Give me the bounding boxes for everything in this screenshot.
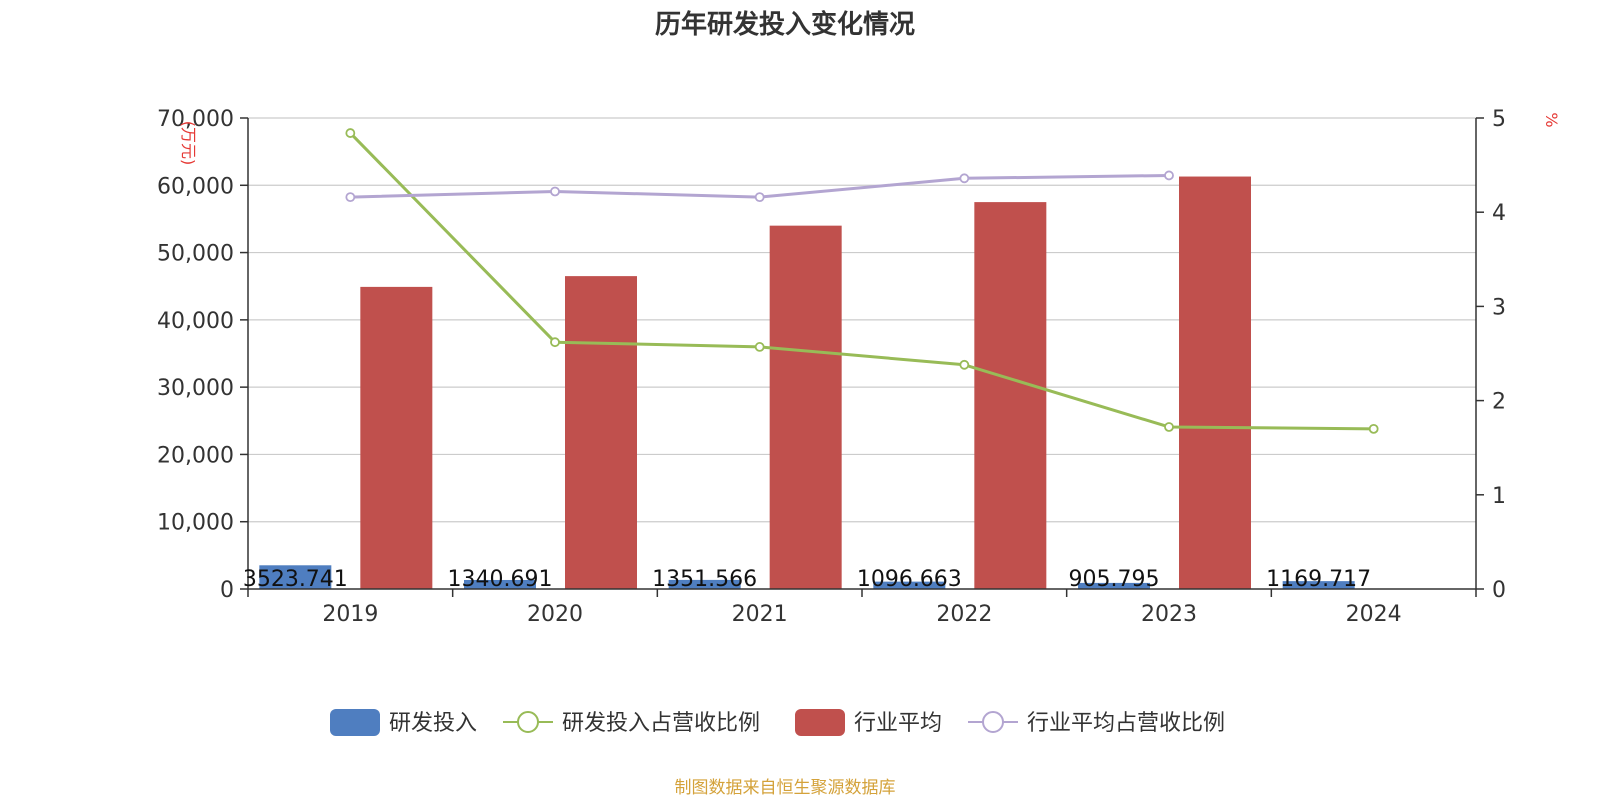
left-axis-tick-label: 60,000 bbox=[157, 174, 234, 199]
left-axis-tick-label: 30,000 bbox=[157, 376, 234, 401]
legend-label: 研发投入占营收比例 bbox=[562, 711, 760, 736]
legend-label: 研发投入 bbox=[389, 711, 477, 736]
line-point bbox=[1164, 170, 1174, 181]
left-axis-unit-label: (万元) bbox=[179, 121, 198, 166]
left-axis-tick-label: 50,000 bbox=[157, 242, 234, 267]
right-axis-tick-label: 2 bbox=[1492, 390, 1506, 415]
left-axis-tick-label: 20,000 bbox=[157, 443, 234, 468]
x-axis-tick-label: 2022 bbox=[936, 602, 992, 627]
left-axis-tick-label: 70,000 bbox=[157, 107, 234, 132]
right-axis-unit-label: % bbox=[1542, 112, 1561, 127]
x-axis-tick-label: 2019 bbox=[322, 602, 378, 627]
legend-swatch-marker bbox=[982, 711, 1004, 733]
right-axis-tick-label: 5 bbox=[1492, 107, 1506, 132]
data-label: 3523.741 bbox=[243, 567, 348, 592]
source-note: 制图数据来自恒生聚源数据库 bbox=[675, 778, 896, 798]
x-axis-tick-label: 2020 bbox=[527, 602, 583, 627]
data-label: 1340.691 bbox=[448, 567, 553, 592]
legend-swatch-marker bbox=[517, 711, 539, 733]
line-point bbox=[754, 342, 765, 352]
data-label: 1096.663 bbox=[857, 567, 962, 592]
line-point bbox=[959, 173, 970, 184]
right-axis-tick-label: 0 bbox=[1492, 578, 1506, 603]
line-point bbox=[754, 192, 765, 203]
series-line bbox=[349, 132, 1374, 431]
bar-industry bbox=[565, 276, 637, 589]
bar-rd bbox=[873, 581, 946, 589]
data-label: 905.795 bbox=[1069, 567, 1160, 592]
left-axis-tick-label: 40,000 bbox=[157, 309, 234, 334]
x-axis-tick-label: 2021 bbox=[732, 602, 788, 627]
left-axis-tick-label: 0 bbox=[220, 578, 234, 603]
bar-rd bbox=[668, 579, 741, 589]
right-axis-tick-label: 4 bbox=[1492, 201, 1506, 226]
data-label: 1351.566 bbox=[652, 567, 757, 592]
bar-rd bbox=[1282, 581, 1355, 589]
line-point bbox=[550, 337, 560, 348]
bar-industry bbox=[769, 225, 842, 589]
x-axis-tick-label: 2023 bbox=[1141, 602, 1197, 627]
right-axis-tick-label: 3 bbox=[1492, 295, 1506, 320]
line-point bbox=[345, 128, 356, 138]
line-point bbox=[1164, 422, 1174, 432]
bar-industry bbox=[1179, 176, 1251, 589]
line-point bbox=[345, 192, 356, 203]
data-label: 1169.717 bbox=[1266, 567, 1371, 592]
bar-rd bbox=[1078, 582, 1150, 589]
legend-label: 行业平均占营收比例 bbox=[1027, 711, 1225, 736]
left-axis-tick-label: 10,000 bbox=[157, 511, 234, 536]
right-axis-tick-label: 1 bbox=[1492, 484, 1506, 509]
x-axis-tick-label: 2024 bbox=[1346, 602, 1402, 627]
bar-industry bbox=[974, 202, 1047, 589]
bar-industry bbox=[360, 286, 433, 589]
line-point bbox=[550, 186, 560, 197]
legend-swatch-bar bbox=[330, 709, 380, 736]
line-point bbox=[959, 359, 970, 370]
chart-title: 历年研发投入变化情况 bbox=[655, 9, 915, 40]
line-point bbox=[1368, 423, 1379, 434]
legend-swatch-bar bbox=[795, 709, 845, 736]
bar-rd bbox=[259, 565, 332, 589]
bar-rd bbox=[464, 579, 536, 589]
legend-label: 行业平均 bbox=[854, 711, 942, 736]
